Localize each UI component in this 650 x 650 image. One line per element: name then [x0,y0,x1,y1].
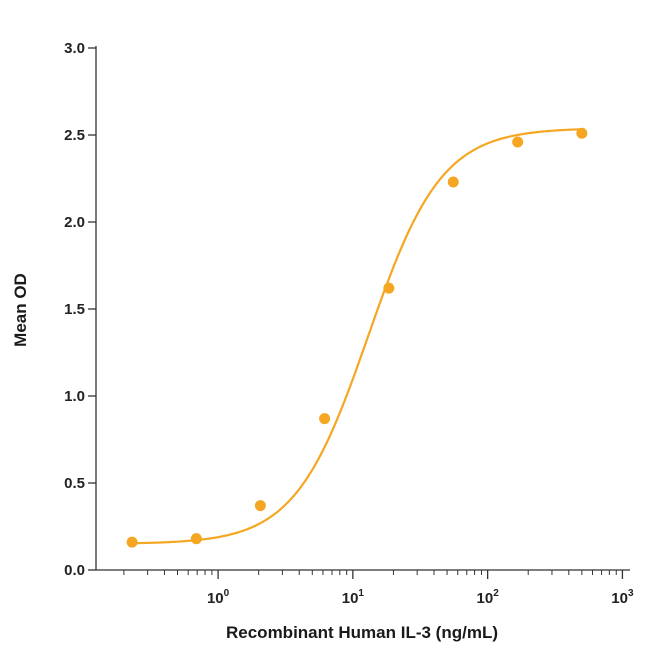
x-tick-label: 101 [342,588,365,607]
x-axis-title: Recombinant Human IL-3 (ng/mL) [226,623,498,642]
y-tick-label: 2.5 [64,127,85,144]
y-tick-label: 2.0 [64,214,85,231]
x-tick-label: 103 [611,588,634,607]
data-point [254,500,266,512]
y-tick-label: 3.0 [64,40,85,57]
y-tick-label: 0.0 [64,562,85,579]
x-tick-label: 100 [207,588,230,607]
y-axis: 0.0 0.5 1.0 1.5 2.0 2.5 3.0 [64,40,97,579]
data-point [126,536,138,548]
data-point [190,533,202,545]
data-point [319,413,331,425]
y-tick-label: 1.0 [64,388,85,405]
data-point [512,136,524,148]
fit-curve [132,128,582,545]
data-point [447,176,459,188]
y-tick-label: 1.5 [64,301,85,318]
data-points [126,127,588,548]
x-axis: 100 101 102 103 [96,569,634,607]
y-tick-label: 0.5 [64,475,85,492]
x-tick-label: 102 [477,588,500,607]
y-axis-title: Mean OD [11,273,30,347]
data-point [383,282,395,294]
data-point [576,127,588,139]
